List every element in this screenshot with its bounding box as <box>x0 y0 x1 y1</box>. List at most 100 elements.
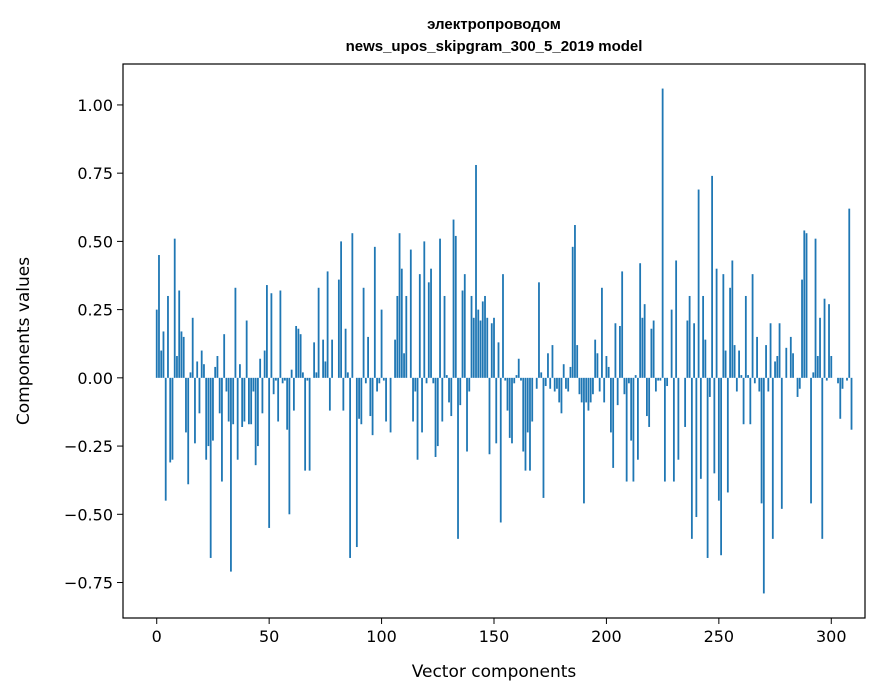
bar <box>724 350 727 378</box>
bar <box>203 364 205 378</box>
bar <box>641 317 644 378</box>
bar <box>643 304 646 378</box>
bar <box>805 233 808 378</box>
bar <box>650 328 653 378</box>
bar <box>248 377 250 425</box>
bar <box>825 377 828 381</box>
bar <box>652 320 655 378</box>
bar <box>839 377 842 419</box>
bar <box>614 323 617 378</box>
bar <box>792 353 794 378</box>
bar <box>702 295 705 378</box>
bar <box>549 377 552 389</box>
chart-title-line-1: электропроводом <box>427 16 561 33</box>
bar <box>261 377 264 414</box>
x-tick-label: 50 <box>259 627 279 646</box>
bar <box>250 377 253 425</box>
bar <box>493 317 495 378</box>
bar <box>504 377 507 381</box>
bar <box>565 377 567 389</box>
bar <box>373 246 376 378</box>
bar <box>212 377 214 441</box>
bar <box>625 377 628 482</box>
bar <box>349 377 351 558</box>
bar <box>421 377 423 433</box>
bar <box>526 377 529 433</box>
bar <box>753 377 756 384</box>
bar <box>158 255 160 378</box>
bar <box>389 377 392 433</box>
bar <box>596 353 599 378</box>
bar <box>542 377 545 498</box>
bar <box>218 377 221 414</box>
bar <box>227 377 230 422</box>
bar <box>189 372 192 378</box>
bar <box>369 377 372 417</box>
bar <box>675 260 678 378</box>
bar <box>400 268 403 378</box>
bar <box>385 377 387 422</box>
bar <box>499 377 502 523</box>
y-tick-label: 1.00 <box>77 96 113 115</box>
bar <box>708 377 711 397</box>
bar <box>155 309 158 378</box>
y-tick-label: −0.50 <box>64 505 113 524</box>
bar <box>551 345 554 378</box>
bar <box>587 377 590 411</box>
bar <box>185 377 187 433</box>
bar <box>742 377 745 425</box>
bar <box>180 331 183 378</box>
bar <box>268 377 271 528</box>
bar <box>823 298 826 378</box>
bar <box>236 377 239 460</box>
bar <box>666 377 669 387</box>
bar <box>196 361 199 378</box>
bar <box>693 323 696 378</box>
bar <box>560 377 563 414</box>
bar <box>272 377 275 395</box>
bar <box>167 295 169 378</box>
bar <box>740 375 743 378</box>
bar <box>567 377 570 392</box>
bar <box>576 345 579 378</box>
bar <box>630 377 633 441</box>
bar <box>637 377 639 460</box>
bar <box>288 377 291 515</box>
bar <box>355 377 358 548</box>
bar <box>639 263 642 378</box>
bar <box>816 356 819 378</box>
bar <box>677 377 680 460</box>
bar <box>470 295 473 378</box>
bar <box>466 377 468 452</box>
bar <box>254 377 257 466</box>
bar <box>380 309 383 378</box>
bar <box>281 377 284 384</box>
bar <box>738 350 740 378</box>
bar <box>445 375 448 378</box>
bar <box>535 377 538 389</box>
bar <box>304 377 307 471</box>
bar <box>628 377 630 384</box>
bar <box>412 377 414 422</box>
bar <box>182 336 185 378</box>
bar <box>704 339 707 378</box>
bar <box>396 295 399 378</box>
bar <box>364 377 367 384</box>
bar <box>257 377 259 447</box>
bar <box>187 377 190 485</box>
bar <box>830 356 833 378</box>
bar <box>382 377 385 381</box>
bar <box>371 377 374 436</box>
bar <box>326 271 329 378</box>
bar <box>520 377 522 381</box>
bar <box>778 323 781 378</box>
bar <box>472 317 475 378</box>
bar <box>340 241 342 378</box>
bar <box>663 377 666 482</box>
bar <box>162 331 165 378</box>
bar <box>378 377 381 384</box>
y-tick-label: 0.25 <box>77 301 113 320</box>
bar <box>767 377 770 392</box>
bar <box>540 372 543 378</box>
bar <box>169 377 172 463</box>
